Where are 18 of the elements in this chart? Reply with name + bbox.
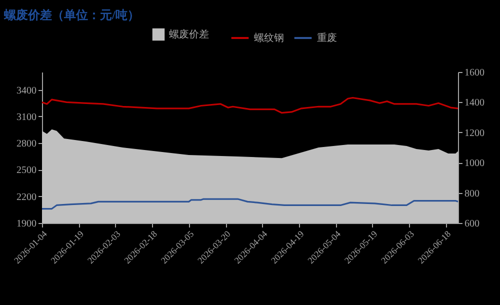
y-tick-label: 2200 <box>16 192 36 203</box>
line-series <box>41 198 459 210</box>
y-tick-label: 1900 <box>16 218 36 230</box>
y2-tick-label: 1000 <box>464 158 484 170</box>
chart-title: 螺废价差（单位：元/吨） <box>3 8 140 22</box>
y-tick-label: 2800 <box>16 138 36 150</box>
y2-tick-label: 1400 <box>464 98 484 109</box>
legend-label: 螺纹钢 <box>254 32 284 44</box>
y2-tick-label: 600 <box>464 218 480 230</box>
y-tick-label: 2500 <box>16 165 36 176</box>
y2-tick-label: 1200 <box>464 128 484 139</box>
y2-tick-label: 800 <box>464 188 480 200</box>
y2-tick-label: 1600 <box>464 68 484 78</box>
line-series <box>41 96 459 114</box>
y-tick-label: 3400 <box>16 85 36 96</box>
legend-label: 重废 <box>317 32 337 44</box>
y-tick-label: 3100 <box>16 112 36 123</box>
legend-label: 螺废价差 <box>169 28 209 40</box>
